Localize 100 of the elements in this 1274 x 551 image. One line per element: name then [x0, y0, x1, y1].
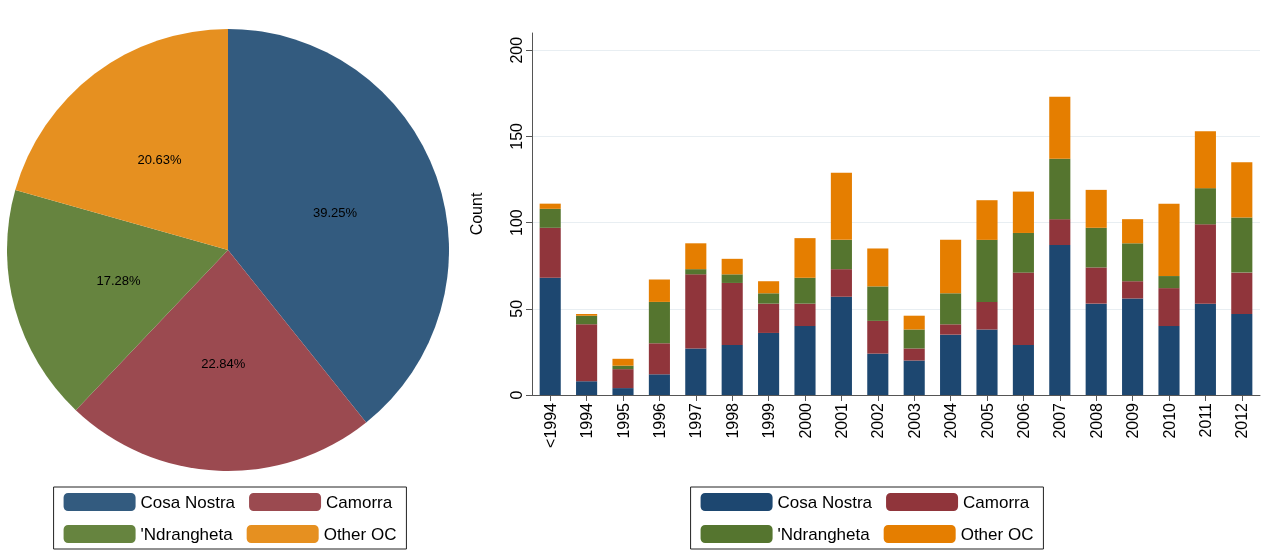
bar [612, 369, 634, 389]
bar [612, 388, 634, 395]
bar [903, 329, 925, 349]
bar [1158, 288, 1180, 327]
bar [1231, 162, 1253, 218]
bar [1194, 131, 1216, 189]
bar [721, 258, 743, 275]
bar [1049, 158, 1071, 220]
legend-label: Cosa Nostra [777, 492, 873, 512]
bar [576, 324, 598, 382]
x-tick-label: 2010 [1160, 402, 1178, 439]
bar [758, 332, 780, 395]
bar [758, 293, 780, 304]
x-tick-label: 2005 [978, 402, 996, 439]
bar [1194, 303, 1216, 395]
x-tick-label: <1994 [541, 402, 559, 448]
bar [794, 326, 816, 395]
x-tick-label: 1999 [760, 402, 778, 439]
bar [1012, 191, 1034, 233]
bar [1231, 217, 1253, 273]
x-tick-label: 2006 [1014, 402, 1032, 439]
bar [1085, 303, 1107, 395]
bar [976, 329, 998, 395]
data-label: 22.84% [201, 355, 246, 371]
bar [685, 274, 707, 349]
bar [1049, 96, 1071, 159]
bar [1012, 232, 1034, 273]
bar [685, 243, 707, 270]
legend-label: 'Ndrangheta [777, 524, 871, 544]
bar [903, 348, 925, 361]
x-tick-label: 2009 [1124, 402, 1142, 439]
bar [830, 172, 852, 240]
bar [685, 269, 707, 275]
bar [1012, 272, 1034, 346]
bar [648, 343, 670, 375]
bar [794, 238, 816, 278]
bar [903, 315, 925, 330]
bar [648, 301, 670, 344]
y-tick-label: 0 [507, 390, 525, 400]
bar [648, 374, 670, 395]
bar [1012, 345, 1034, 395]
bar [867, 353, 889, 395]
x-tick-label: 1995 [614, 402, 632, 439]
bar [1158, 203, 1180, 277]
legend-label: Camorra [963, 492, 1030, 512]
bar [721, 282, 743, 346]
bar [1158, 276, 1180, 289]
x-tick-label: 2007 [1051, 402, 1069, 439]
bar [1194, 188, 1216, 225]
data-label: 20.63% [137, 152, 182, 168]
bar [758, 303, 780, 333]
bar [1085, 189, 1107, 228]
x-tick-label: 1996 [650, 402, 668, 439]
x-tick-label: 2002 [869, 402, 887, 439]
x-tick-label: 2012 [1233, 402, 1251, 439]
legend-label: Camorra [326, 492, 393, 512]
bar [539, 203, 561, 209]
x-tick-label: 2003 [905, 402, 923, 439]
bar [940, 239, 962, 294]
bar [976, 239, 998, 302]
y-tick-label: 150 [507, 122, 525, 150]
bar [903, 360, 925, 395]
bar [940, 293, 962, 325]
y-tick-label: 50 [507, 299, 525, 318]
bar [1049, 245, 1071, 395]
bar [940, 334, 962, 395]
bar [1194, 224, 1216, 304]
bar [794, 303, 816, 327]
bar [830, 269, 852, 297]
y-tick-label: 100 [507, 209, 525, 236]
x-tick-label: 1994 [578, 402, 596, 439]
bar [940, 324, 962, 335]
bar [758, 281, 780, 294]
bar [867, 286, 889, 321]
legend-label: 'Ndrangheta [140, 524, 234, 544]
bar [539, 227, 561, 278]
data-label: 39.25% [313, 204, 358, 220]
y-axis-title: Count [467, 192, 485, 236]
x-tick-label: 2004 [942, 402, 960, 439]
bar [612, 358, 634, 366]
bar [830, 296, 852, 395]
bar [830, 239, 852, 270]
bar [721, 345, 743, 395]
bar [1158, 326, 1180, 395]
bar [1122, 219, 1144, 244]
y-tick-label: 200 [507, 36, 525, 64]
data-label: 17.28% [96, 272, 142, 288]
x-tick-label: 2001 [832, 402, 850, 439]
legend-label: Cosa Nostra [140, 492, 236, 512]
bar [976, 301, 998, 330]
bar [867, 320, 889, 354]
bar [685, 348, 707, 395]
x-tick-label: 2008 [1087, 402, 1105, 439]
legend-label: Other OC [960, 524, 1034, 544]
x-tick-label: 2011 [1196, 402, 1214, 438]
bar [576, 315, 598, 325]
bar [1122, 298, 1144, 395]
bar [867, 248, 889, 287]
x-tick-label: 1998 [723, 402, 741, 439]
bar [612, 365, 634, 370]
